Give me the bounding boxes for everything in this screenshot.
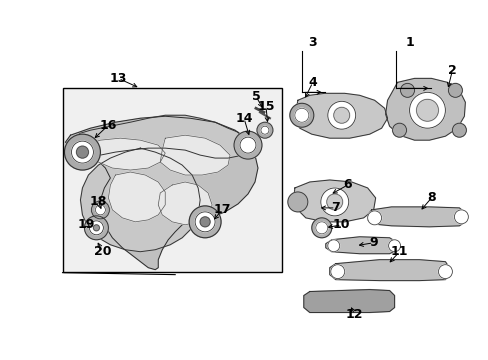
Polygon shape xyxy=(367,207,465,227)
Text: 19: 19 xyxy=(78,218,95,231)
Ellipse shape xyxy=(320,188,348,216)
Ellipse shape xyxy=(327,101,355,129)
Ellipse shape xyxy=(388,240,400,252)
Text: 5: 5 xyxy=(251,90,260,103)
Text: 4: 4 xyxy=(308,76,317,89)
Ellipse shape xyxy=(315,222,327,234)
Ellipse shape xyxy=(367,211,381,225)
Text: 1: 1 xyxy=(405,36,413,49)
Ellipse shape xyxy=(311,218,331,238)
Polygon shape xyxy=(294,93,387,138)
Ellipse shape xyxy=(256,122,272,138)
Ellipse shape xyxy=(240,137,255,153)
Text: 18: 18 xyxy=(89,195,107,208)
Text: 3: 3 xyxy=(308,36,317,49)
Ellipse shape xyxy=(287,192,307,212)
Ellipse shape xyxy=(195,212,215,232)
Ellipse shape xyxy=(76,146,88,158)
Text: 8: 8 xyxy=(427,192,435,204)
Ellipse shape xyxy=(326,194,342,210)
Text: 17: 17 xyxy=(213,203,230,216)
Ellipse shape xyxy=(234,131,262,159)
Polygon shape xyxy=(85,138,165,170)
Ellipse shape xyxy=(400,84,414,97)
Ellipse shape xyxy=(327,240,339,252)
Ellipse shape xyxy=(261,126,268,134)
Text: 7: 7 xyxy=(331,201,340,215)
Ellipse shape xyxy=(64,134,100,170)
Text: 12: 12 xyxy=(345,308,363,321)
Text: 15: 15 xyxy=(257,100,274,113)
Ellipse shape xyxy=(91,201,109,219)
Polygon shape xyxy=(158,182,212,225)
Ellipse shape xyxy=(93,225,99,231)
Text: 20: 20 xyxy=(94,245,111,258)
Ellipse shape xyxy=(95,205,105,215)
Polygon shape xyxy=(325,237,397,254)
Ellipse shape xyxy=(416,99,438,121)
Text: 2: 2 xyxy=(447,64,456,77)
Text: 14: 14 xyxy=(235,112,252,125)
Ellipse shape xyxy=(451,123,466,137)
Polygon shape xyxy=(160,135,229,175)
Polygon shape xyxy=(293,180,375,222)
Text: 11: 11 xyxy=(390,245,407,258)
Ellipse shape xyxy=(84,216,108,240)
Polygon shape xyxy=(108,172,165,222)
Ellipse shape xyxy=(408,92,445,128)
Polygon shape xyxy=(68,115,247,158)
Text: 9: 9 xyxy=(368,236,377,249)
Polygon shape xyxy=(385,78,465,140)
Polygon shape xyxy=(65,116,258,270)
Ellipse shape xyxy=(333,107,349,123)
Bar xyxy=(62,88,281,272)
Text: 6: 6 xyxy=(343,179,351,192)
Ellipse shape xyxy=(392,123,406,137)
Ellipse shape xyxy=(89,221,103,235)
Ellipse shape xyxy=(330,265,344,279)
Ellipse shape xyxy=(294,108,308,122)
Polygon shape xyxy=(329,260,448,280)
Polygon shape xyxy=(303,289,394,312)
Text: 13: 13 xyxy=(109,72,127,85)
Ellipse shape xyxy=(189,206,221,238)
Text: 10: 10 xyxy=(332,218,350,231)
Ellipse shape xyxy=(453,210,468,224)
Text: 16: 16 xyxy=(100,119,117,132)
Ellipse shape xyxy=(71,141,93,163)
Ellipse shape xyxy=(289,103,313,127)
Ellipse shape xyxy=(438,265,451,279)
Bar xyxy=(62,88,281,272)
Polygon shape xyxy=(81,148,200,252)
Ellipse shape xyxy=(447,84,462,97)
Ellipse shape xyxy=(200,217,210,227)
